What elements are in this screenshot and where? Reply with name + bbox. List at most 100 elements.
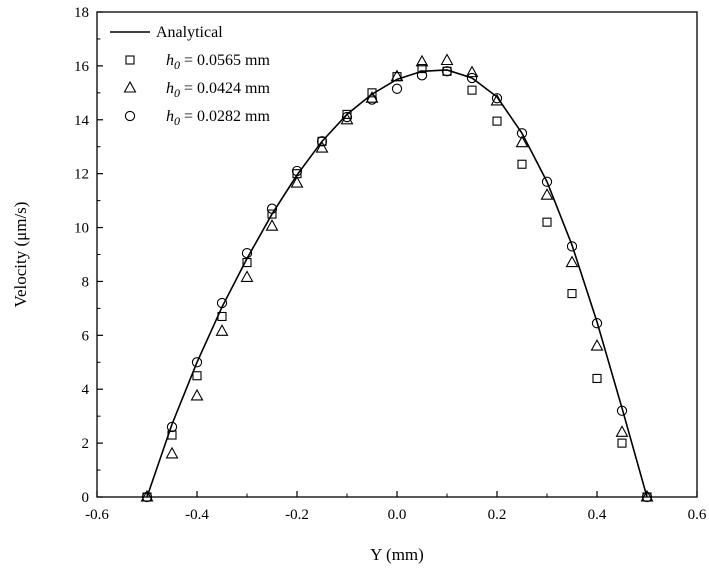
y-axis-title: Velocity (μm/s) — [11, 202, 30, 308]
square-data-point — [267, 209, 277, 219]
triangle-data-point — [190, 388, 204, 401]
series-layer — [140, 53, 654, 503]
square-data-point — [417, 64, 427, 74]
triangle-data-point — [615, 425, 629, 437]
triangle-data-point — [340, 112, 354, 125]
triangle-data-point — [590, 338, 604, 351]
y-tick-label: 0 — [82, 490, 90, 506]
legend-item: h0 = 0.0565 mm — [125, 52, 270, 72]
legend-symbol: h — [166, 108, 174, 125]
legend-label: Analytical — [156, 24, 223, 41]
y-tick-label: 16 — [74, 59, 90, 75]
legend-item: h0 = 0.0282 mm — [124, 108, 270, 128]
triangle-data-point — [315, 140, 329, 153]
series-0 — [146, 69, 648, 498]
legend-triangle-swatch — [123, 80, 137, 93]
circle-data-point — [216, 297, 228, 309]
x-tick-label: 0.4 — [588, 507, 607, 523]
circle-data-point — [341, 111, 353, 123]
square-data-point — [592, 373, 602, 383]
circle-data-point — [641, 491, 653, 503]
x-axis-title: Y (mm) — [370, 545, 424, 564]
square-data-point — [617, 438, 627, 448]
y-axis-ticks: 0 2 4 6 8 10 12 14 16 18 — [74, 5, 103, 506]
circle-data-point — [391, 83, 403, 94]
triangle-data-point — [565, 255, 579, 268]
y-tick-label: 12 — [74, 167, 89, 183]
circle-data-point — [541, 176, 553, 187]
square-data-point — [367, 88, 377, 98]
circle-data-point — [591, 318, 603, 329]
triangle-data-point — [515, 135, 529, 148]
circle-data-point — [491, 93, 503, 104]
legend-value: = 0.0565 mm — [180, 52, 270, 69]
circle-data-point — [316, 136, 328, 147]
x-tick-label: -0.6 — [85, 507, 109, 523]
circle-data-point — [141, 491, 153, 503]
triangle-data-point — [415, 54, 429, 67]
legend-item: h0 = 0.0424 mm — [123, 80, 270, 100]
legend-square-swatch — [125, 55, 135, 65]
legend-label: h0 = 0.0424 mm — [166, 80, 270, 100]
triangle-data-point — [465, 65, 479, 78]
analytical-line — [146, 69, 648, 498]
triangle-data-point — [440, 53, 454, 66]
y-tick-label: 8 — [82, 274, 90, 290]
x-tick-label: 0.6 — [688, 507, 707, 523]
triangle-data-point — [140, 489, 154, 502]
triangle-data-point — [365, 91, 379, 103]
circle-data-point — [266, 203, 278, 214]
series-1 — [142, 64, 652, 502]
circle-data-point — [466, 72, 478, 84]
square-data-point — [492, 116, 502, 126]
circle-data-point — [191, 357, 203, 368]
circle-data-point — [291, 165, 303, 177]
legend-label: h0 = 0.0282 mm — [166, 108, 270, 128]
x-axis-ticks: -0.6 -0.4 -0.2 0.0 0.2 0.4 0.6 — [85, 491, 707, 523]
square-data-point — [192, 371, 202, 381]
legend-value: = 0.0282 mm — [180, 108, 270, 125]
circle-data-point — [366, 94, 378, 105]
circle-data-point — [416, 70, 428, 81]
x-tick-label: -0.4 — [185, 507, 209, 523]
series-3 — [141, 66, 653, 503]
x-tick-label: 0.2 — [488, 507, 507, 523]
circle-data-point — [441, 66, 453, 77]
square-data-point — [442, 66, 452, 76]
square-data-point — [217, 311, 227, 322]
triangle-data-point — [240, 270, 254, 282]
triangle-data-point — [165, 446, 179, 459]
legend-subscript: 0 — [174, 86, 180, 100]
legend-subscript: 0 — [174, 114, 180, 128]
square-data-point — [567, 289, 577, 299]
x-tick-label: -0.2 — [285, 507, 309, 523]
legend-symbol: h — [166, 80, 174, 97]
series-2 — [140, 53, 654, 502]
circle-data-point — [516, 128, 528, 139]
square-data-point — [242, 258, 252, 268]
square-data-point — [542, 217, 552, 227]
square-data-point — [517, 159, 527, 169]
circle-data-point — [166, 421, 178, 433]
legend-subscript: 0 — [174, 58, 180, 72]
legend-item: Analytical — [110, 24, 223, 41]
triangle-data-point — [265, 219, 279, 231]
circle-data-point — [241, 248, 253, 259]
square-data-point — [467, 85, 477, 95]
y-tick-label: 10 — [74, 221, 89, 237]
triangle-data-point — [540, 188, 554, 200]
legend-label: h0 = 0.0565 mm — [166, 52, 270, 72]
y-tick-label: 4 — [82, 382, 90, 398]
legend-value: = 0.0424 mm — [180, 80, 270, 97]
y-tick-label: 14 — [74, 113, 90, 129]
triangle-data-point — [640, 489, 654, 502]
x-tick-label: 0.0 — [388, 507, 407, 523]
circle-data-point — [616, 405, 628, 416]
triangle-data-point — [290, 175, 304, 188]
legend-symbol: h — [166, 52, 174, 69]
triangle-data-point — [490, 93, 504, 106]
legend-circle-swatch — [124, 110, 136, 122]
circle-data-point — [566, 241, 578, 252]
